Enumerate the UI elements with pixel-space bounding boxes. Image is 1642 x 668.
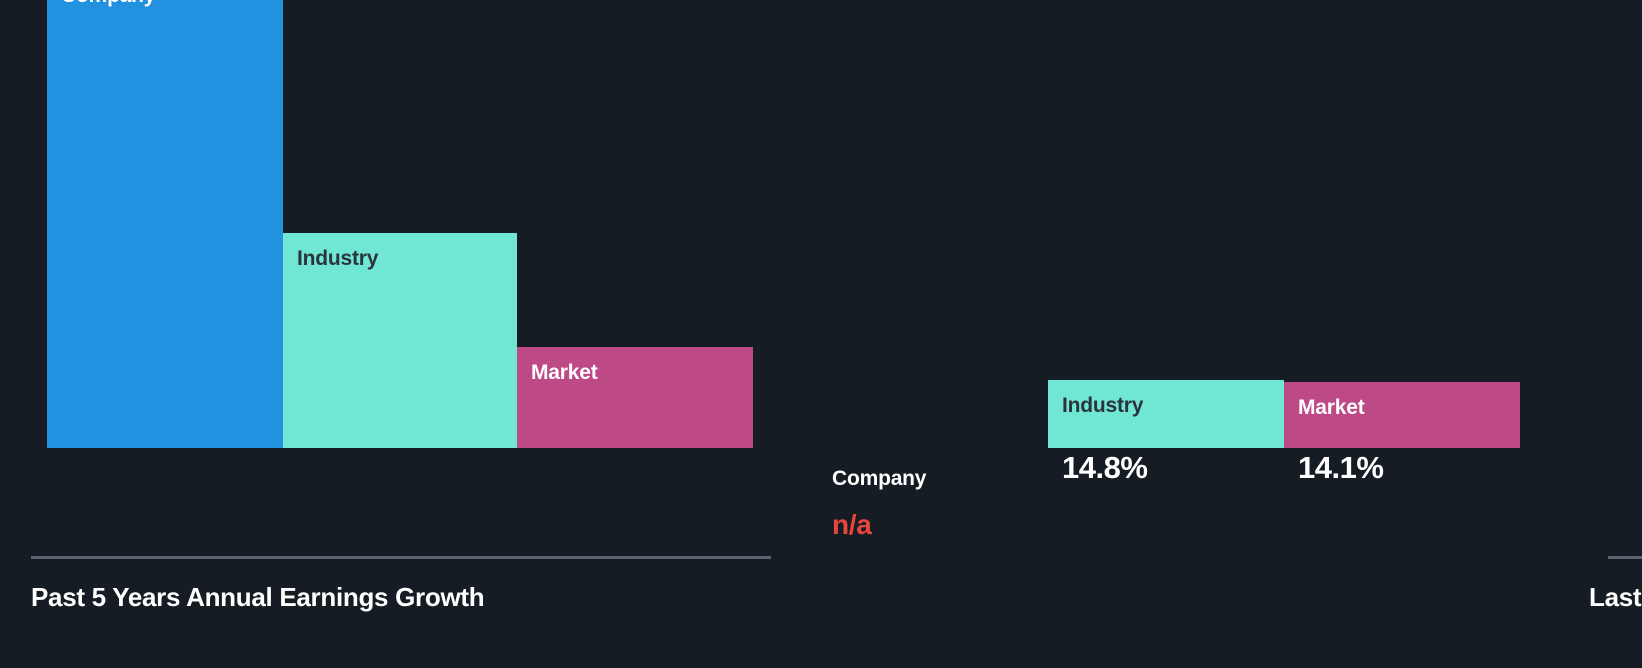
baseline-axis — [1608, 556, 1642, 559]
value-label-market: 14.1% — [1298, 450, 1384, 485]
bar-industry[interactable]: Industry — [1048, 380, 1284, 448]
plot-area-left: 111.2% 49.8% 23.9% Company Industry Mark… — [0, 0, 790, 558]
chart-panel-last-1-year: Company n/a 14.8% 14.1% Industry Market … — [790, 0, 1642, 668]
bar-label-industry: Industry — [297, 247, 379, 270]
bar-label-market: Market — [1298, 396, 1365, 419]
bar-label-company: Company — [832, 467, 927, 490]
bar-label-company: Company — [61, 0, 155, 8]
bar-label-industry: Industry — [1062, 394, 1144, 417]
bar-market[interactable]: Market — [517, 347, 753, 448]
value-label-industry: 14.8% — [1062, 450, 1148, 485]
value-label-company-na: n/a — [832, 509, 872, 540]
bar-market[interactable]: Market — [1284, 382, 1520, 448]
bar-label-market: Market — [531, 361, 598, 384]
company-no-data-group: Company n/a — [832, 468, 1032, 539]
chart-panel-past-5-years: 111.2% 49.8% 23.9% Company Industry Mark… — [0, 0, 790, 668]
chart-caption-past-5-years: Past 5 Years Annual Earnings Growth — [31, 582, 485, 612]
baseline-axis — [31, 556, 771, 559]
bar-company[interactable]: Company — [47, 0, 283, 448]
chart-caption-last-1-year: Last 1 Year Earnings Growth — [1589, 582, 1642, 612]
plot-area-right: Company n/a 14.8% 14.1% Industry Market — [790, 0, 1642, 558]
bar-industry[interactable]: Industry — [283, 233, 517, 448]
